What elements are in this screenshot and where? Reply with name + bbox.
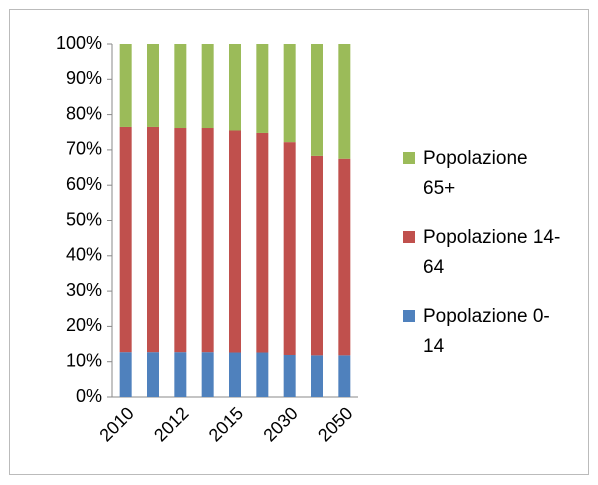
y-tick-label: 20%	[66, 315, 102, 335]
bar-segment	[229, 352, 241, 397]
legend-label: Popolazione 14-64	[423, 227, 561, 278]
bar-segment	[174, 128, 187, 353]
legend-entry: Popolazione 14-64	[403, 223, 583, 302]
bar-segment	[119, 44, 132, 127]
legend-label: Popolazione 65+	[423, 148, 528, 199]
bar-segment	[283, 354, 296, 397]
bar-segment	[119, 352, 132, 397]
y-tick-label: 60%	[66, 174, 102, 194]
bar-segment	[119, 126, 132, 353]
bar-segment	[201, 352, 214, 397]
bar-segment	[311, 155, 323, 356]
bar-segment	[283, 44, 296, 143]
chart-border	[9, 9, 589, 475]
legend-entry: Popolazione 65+	[403, 144, 583, 223]
bar-segment	[338, 44, 351, 159]
bar-segment	[256, 44, 269, 133]
bar-segment	[201, 128, 214, 353]
legend-entry: Popolazione 0-14	[403, 302, 583, 381]
bar-segment	[174, 352, 187, 397]
bar-segment	[283, 142, 296, 355]
legend-swatch	[403, 310, 415, 322]
bar-segment	[338, 355, 351, 397]
y-tick-label: 90%	[66, 68, 102, 88]
legend-swatch	[403, 231, 415, 243]
y-tick-label: 10%	[66, 350, 102, 370]
bar-segment	[147, 126, 159, 353]
bar-segment	[338, 158, 351, 356]
x-tick-label: 2030	[259, 403, 301, 445]
y-tick-label: 50%	[66, 209, 102, 229]
y-tick-label: 40%	[66, 245, 102, 265]
x-tick-label: 2012	[150, 403, 192, 445]
y-tick-label: 30%	[66, 280, 102, 300]
legend-label: Popolazione 0-14	[423, 306, 550, 357]
legend-swatch	[403, 152, 415, 164]
x-tick-label: 2015	[205, 403, 247, 445]
bar-segment	[256, 132, 269, 353]
bar-segment	[174, 44, 187, 129]
bar-segment	[229, 44, 241, 131]
bar-segment	[311, 44, 323, 156]
bar-segment	[256, 352, 269, 397]
bar-segment	[147, 352, 159, 397]
x-tick-label: 2010	[95, 403, 137, 445]
y-tick-label: 0%	[76, 386, 102, 406]
y-tick-label: 80%	[66, 103, 102, 123]
bar-segment	[147, 44, 159, 127]
bar-segment	[229, 130, 241, 353]
bar-segment	[311, 355, 323, 397]
y-tick-label: 100%	[56, 33, 102, 53]
bar-segment	[201, 44, 214, 129]
y-tick-label: 70%	[66, 139, 102, 159]
x-tick-label: 2050	[314, 403, 356, 445]
legend: Popolazione 65+ Popolazione 14-64 Popolazi…	[403, 144, 583, 381]
